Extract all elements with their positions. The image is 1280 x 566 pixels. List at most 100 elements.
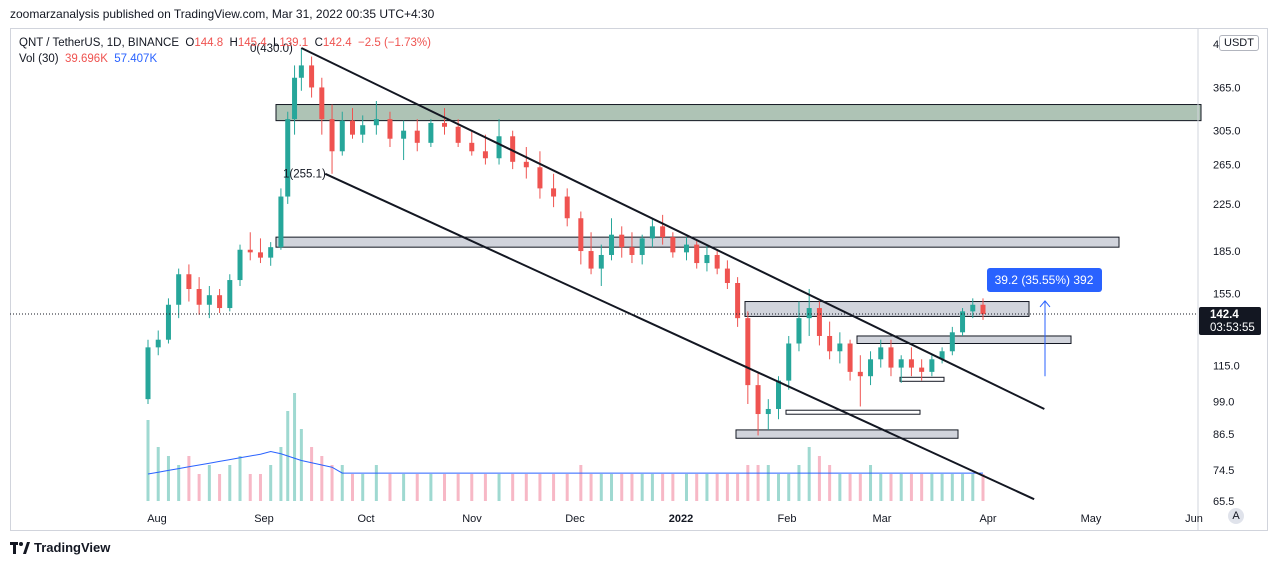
volume-bar [909, 474, 913, 501]
candle-body [816, 308, 822, 336]
time-tick-label: Apr [979, 513, 996, 525]
price-tick-label: 365.0 [1213, 82, 1241, 94]
candle-body [510, 136, 516, 162]
volume-bar [817, 456, 821, 501]
time-tick-label: Feb [778, 513, 797, 525]
candle-body [176, 274, 182, 305]
candle-body [186, 274, 192, 290]
volume-bar [869, 465, 873, 501]
candle-body [735, 283, 741, 319]
volume-bar [661, 474, 665, 501]
candle-body [551, 188, 557, 197]
volume-bar [920, 474, 924, 501]
volume-bar [599, 474, 603, 501]
time-tick-label: Sep [254, 513, 274, 525]
volume-bar [402, 474, 406, 501]
candle-body [806, 308, 812, 319]
chart-frame[interactable] [10, 28, 1268, 531]
volume-bar [279, 447, 283, 501]
price-tick-label: 305.0 [1213, 126, 1241, 138]
volume-bar [552, 474, 556, 501]
volume-bar [715, 474, 719, 501]
time-tick-label: Jun [1185, 513, 1203, 525]
time-tick-label: Oct [357, 513, 374, 525]
candle-body [442, 122, 448, 127]
volume-bar [981, 474, 985, 501]
volume-bar [197, 474, 201, 501]
candle-body [155, 339, 161, 348]
measure-label: 39.2 (35.55%) 392 [995, 273, 1094, 287]
candle-body [292, 77, 298, 120]
candle-body [837, 343, 843, 352]
time-tick-label: May [1081, 513, 1102, 525]
candle-body [765, 408, 771, 415]
volume-bar [374, 465, 378, 501]
symbol-label[interactable]: QNT / TetherUS, 1D, BINANCE [19, 37, 179, 49]
volume-bar [415, 474, 419, 501]
candle-body [649, 226, 655, 239]
volume-bar [429, 474, 433, 501]
volume-bar [620, 474, 624, 501]
volume-bar [766, 465, 770, 501]
candle-body [523, 161, 529, 168]
volume-bar [838, 474, 842, 501]
candle-body [598, 254, 604, 269]
zone-support [785, 409, 921, 415]
countdown-label: 03:53:55 [1210, 322, 1255, 334]
volume-bar [889, 474, 893, 501]
candle-body [786, 343, 792, 381]
tradingview-brand[interactable]: TradingView [10, 540, 110, 555]
candle-body [145, 347, 151, 400]
candle-body [588, 251, 594, 269]
candle-body [898, 359, 904, 368]
candle-body [247, 249, 253, 253]
volume-bar [684, 474, 688, 501]
volume-bar [589, 474, 593, 501]
volume-bar [238, 456, 242, 501]
candle-body [237, 249, 243, 281]
candle-body [165, 304, 171, 340]
volume-bar [340, 465, 344, 501]
price-tick-label: 65.5 [1213, 496, 1234, 508]
price-axis-layer: 4 65.5 74.5 86.5 99.0 115.0 155.0 185.0 225.0 265… [1197, 28, 1261, 531]
volume-layer [146, 393, 985, 501]
price-tick-label: 155.0 [1213, 289, 1241, 301]
volume-bar [248, 474, 252, 501]
volume-bar [310, 447, 314, 501]
volume-bar [858, 474, 862, 501]
candle-body [469, 142, 475, 152]
candle-body [578, 218, 584, 252]
volume-bar [971, 474, 975, 501]
candle-body [496, 136, 502, 159]
auto-scale-button[interactable]: A [1228, 508, 1244, 524]
candle-body [455, 126, 461, 143]
last-price-label: 142.4 [1210, 309, 1239, 321]
candle-body [704, 254, 710, 264]
volume-bar [899, 474, 903, 501]
candle-body [629, 247, 635, 255]
candle-body [609, 234, 615, 255]
candle-body [776, 380, 782, 409]
currency-button[interactable]: USDT [1219, 35, 1259, 51]
candle-body [847, 343, 853, 372]
candle-body [217, 295, 223, 309]
candle-body [268, 247, 274, 258]
time-tick-label: Mar [873, 513, 892, 525]
volume-bar [497, 474, 501, 501]
candle-body [755, 385, 761, 415]
volume-bar [807, 447, 811, 501]
volume-label[interactable]: Vol (30) [19, 53, 59, 65]
candle-body [694, 244, 700, 264]
candle-body [349, 120, 355, 135]
candle-body [329, 119, 335, 152]
candle-body [428, 122, 434, 143]
volume-bar [258, 474, 262, 501]
volume-bar [443, 474, 447, 501]
volume-bar [470, 474, 474, 501]
price-tick-label: 265.0 [1213, 160, 1241, 172]
volume-bar [777, 474, 781, 501]
candle-body [714, 254, 720, 269]
candle-body [796, 318, 802, 344]
volume-bar [725, 474, 729, 501]
